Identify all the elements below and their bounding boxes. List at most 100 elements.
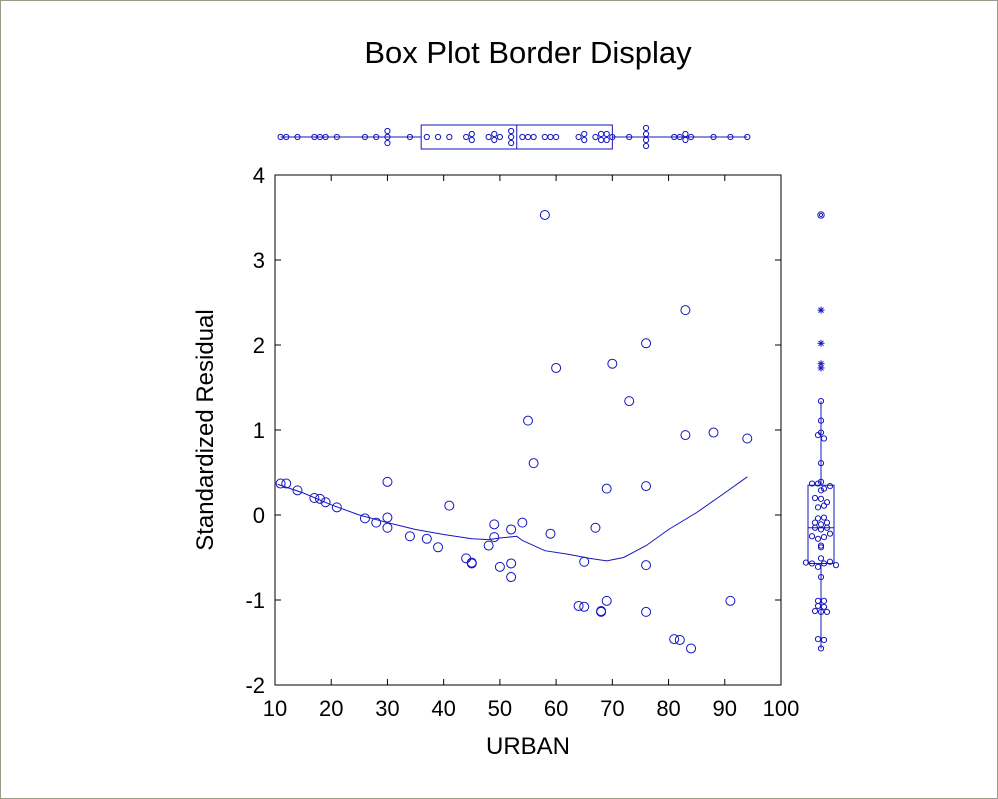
x-boxplot-dot [575,133,582,141]
x-boxplot-dot [491,130,498,138]
y-boxplot-dot [814,480,822,487]
y-boxplot-dot [808,480,816,487]
data-point [433,542,444,553]
x-boxplot-dot [333,133,340,141]
x-boxplot-dot [687,133,695,141]
y-boxplot-dot [811,494,819,502]
data-point [686,643,697,654]
y-tick-label: -1 [245,588,265,613]
y-boxplot-dot [820,514,828,521]
y-boxplot-dot [820,485,828,492]
data-point [382,522,393,533]
x-boxplot-dot [434,133,442,141]
x-boxplot-dot [384,133,391,141]
y-boxplot-dot [817,645,825,652]
x-boxplot-dot [508,127,515,135]
data-point [494,561,505,572]
data-point [382,512,393,523]
y-axis-ticks: -2 -1 0 1 2 3 4 [245,163,781,698]
data-point [573,600,584,611]
y-boxplot-dot [811,607,819,615]
data-point [725,595,736,606]
y-boxplot-dot [817,478,825,485]
y-tick-label: 1 [253,418,265,443]
x-boxplot-dot [682,130,689,138]
y-boxplot-dot [820,603,828,610]
data-point [545,528,556,539]
data-point [601,595,612,606]
data-point [742,433,753,444]
x-boxplot-dot [373,133,380,141]
y-boxplot-dot [820,560,828,567]
y-boxplot-dot [832,562,840,569]
x-boxplot-dot [676,133,683,141]
y-boxplot-dot [814,636,822,643]
data-point [674,634,685,645]
y-boxplot-dot [817,460,825,467]
data-point [466,558,477,569]
data-point [506,524,517,535]
y-boxplot-dot [814,515,822,522]
y-boxplot-dot [817,521,825,528]
data-point [680,305,691,316]
y-boxplot-dot [802,559,810,566]
x-tick-label: 40 [431,696,455,721]
data-point [624,396,635,407]
x-boxplot-dot [508,133,515,141]
y-boxplot-dot [820,502,828,509]
x-boxplot-dot [530,133,537,141]
data-point [483,540,494,551]
x-tick-label: 70 [600,696,624,721]
x-tick-label: 80 [656,696,680,721]
y-boxplot-dot [811,524,819,531]
data-point [292,485,303,496]
y-boxplot-dot [826,558,834,565]
data-point [601,483,612,494]
x-boxplot-dot [485,133,492,141]
data-point [331,502,342,513]
smooth-curve [277,476,748,562]
data-point [641,606,652,617]
y-boxplot-dot [823,524,831,531]
x-boxplot-dot [547,133,554,141]
data-point [275,478,286,489]
y-boxplot-dot [826,483,834,490]
data-point [523,415,533,426]
x-boxplot-dot [609,133,616,141]
x-boxplot-dot [626,133,633,141]
y-boxplot-dot [820,636,828,644]
x-boxplot-dot [744,133,751,141]
y-boxplot-dot [823,519,831,526]
data-point [506,572,517,583]
data-point [359,513,370,524]
y-boxplot-dot [814,602,822,610]
x-tick-label: 20 [319,696,343,721]
x-boxplot-dot [508,139,515,147]
x-tick-label: 10 [263,696,287,721]
x-boxplot-dot [463,133,470,141]
data-point [382,476,393,487]
x-axis-ticks: 10 20 30 40 50 60 70 80 90 100 [263,175,799,721]
x-boxplot-dot [423,133,430,141]
x-boxplot-dot [642,130,650,138]
data-point [528,458,539,469]
y-boxplot-dot [814,504,822,511]
x-boxplot-dot [491,136,498,144]
y-boxplot-box [807,484,835,564]
x-boxplot-dot [642,142,650,150]
y-tick-label: -2 [245,673,265,698]
x-boxplot-dot [642,124,650,132]
data-point [421,533,432,544]
y-boxplot-dot [808,533,816,540]
data-point [590,522,601,533]
scatter-points [275,209,753,654]
data-point [444,500,455,511]
x-boxplot-dot [283,133,290,141]
y-boxplot [802,211,840,652]
data-point [314,493,325,504]
y-boxplot-dot [811,519,819,526]
x-boxplot-dot [597,130,605,138]
x-boxplot-dot [496,133,503,141]
data-point [489,519,500,530]
data-point [281,478,292,489]
